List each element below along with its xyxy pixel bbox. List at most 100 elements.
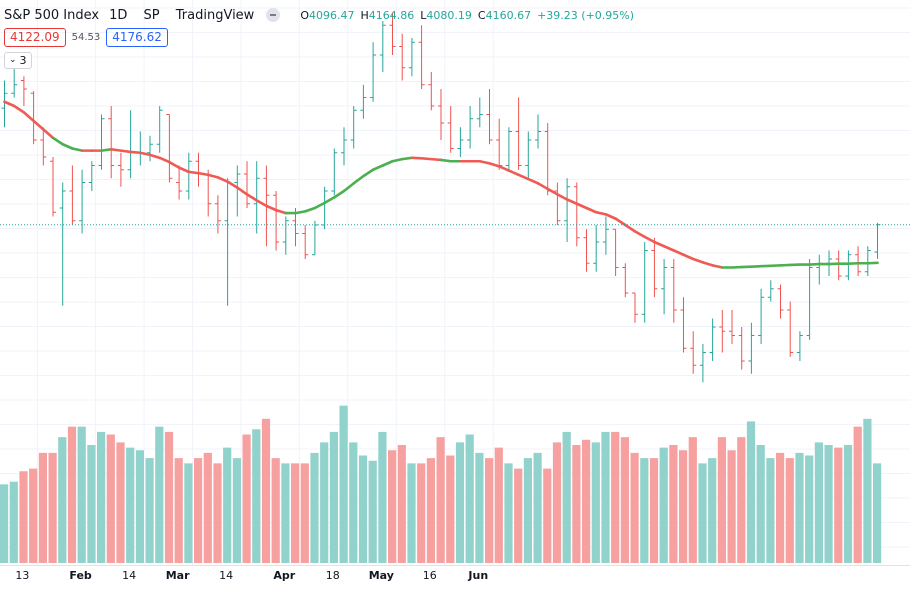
- moving-average-segment: [363, 170, 373, 176]
- moving-average-segment: [606, 214, 616, 218]
- moving-average-segment: [538, 183, 548, 189]
- volume-bar: [766, 458, 774, 563]
- volume-bar: [194, 458, 202, 563]
- time-axis-label: May: [369, 569, 394, 582]
- moving-average-segment: [596, 212, 606, 214]
- volume-bar: [466, 435, 474, 563]
- moving-average-segment: [490, 163, 500, 166]
- volume-bar: [107, 435, 115, 563]
- volume-bar: [747, 421, 755, 563]
- moving-average-segment: [237, 188, 247, 195]
- volume-bar: [660, 448, 668, 563]
- time-axis-label: 16: [423, 569, 437, 582]
- volume-bar: [29, 469, 37, 563]
- moving-average-segment: [111, 149, 121, 150]
- symbol-title[interactable]: S&P 500 Index: [4, 8, 99, 23]
- volume-bar: [184, 463, 192, 563]
- volume-bar: [553, 442, 561, 563]
- volume-bar: [757, 445, 765, 563]
- volume-bar: [320, 442, 328, 563]
- moving-average-segment: [208, 175, 218, 178]
- volume-bar: [563, 432, 571, 563]
- moving-average-segment: [383, 161, 393, 165]
- moving-average-segment: [72, 149, 82, 151]
- volume-bar: [689, 437, 697, 563]
- moving-average-segment: [557, 194, 567, 199]
- volume-bar: [330, 432, 338, 563]
- moving-average-segment: [393, 159, 403, 161]
- moving-average-segment: [334, 191, 344, 197]
- volume-bar: [58, 437, 66, 563]
- volume-bar: [126, 448, 134, 563]
- time-axis-label: 14: [219, 569, 233, 582]
- indicator-value-a: 4122.09: [4, 28, 66, 47]
- volume-bar: [873, 463, 881, 563]
- high-key: H: [360, 9, 368, 22]
- volume-bar: [825, 445, 833, 563]
- volume-bar: [815, 442, 823, 563]
- volume-bar: [155, 427, 163, 563]
- moving-average-segment: [121, 151, 131, 152]
- high-value: 4164.86: [369, 9, 415, 22]
- volume-bar: [378, 432, 386, 563]
- minus-icon[interactable]: [266, 8, 280, 22]
- interval-separator: [133, 8, 137, 23]
- moving-average-segment: [587, 208, 597, 212]
- indicator-value-b: 4176.62: [106, 28, 168, 47]
- volume-bar: [252, 429, 260, 563]
- indicators-collapse-button[interactable]: ⌄ 3: [4, 52, 32, 69]
- volume-bar: [262, 419, 270, 563]
- open-value: 4096.47: [309, 9, 355, 22]
- volume-bar: [524, 458, 532, 563]
- moving-average-segment: [499, 166, 509, 170]
- volume-bar: [175, 458, 183, 563]
- moving-average-segment: [519, 175, 529, 179]
- indicator-values: 4122.09 54.53 4176.62: [4, 28, 168, 47]
- volume-bar: [534, 453, 542, 563]
- volume-bar: [698, 463, 706, 563]
- moving-average-segment: [693, 259, 703, 262]
- volume-bar: [146, 458, 154, 563]
- volume-bar: [116, 442, 124, 563]
- moving-average-segment: [5, 102, 15, 106]
- open-key: O: [300, 9, 309, 22]
- volume-bar: [795, 453, 803, 563]
- moving-average-segment: [548, 189, 558, 195]
- interval-label[interactable]: 1D: [109, 8, 127, 23]
- price-chart[interactable]: [0, 0, 910, 565]
- volume-bar: [786, 458, 794, 563]
- volume-bar: [582, 440, 590, 563]
- source-label: TradingView: [176, 8, 255, 23]
- volume-bar: [223, 448, 231, 563]
- moving-average-segment: [713, 265, 723, 267]
- moving-average-segment: [509, 171, 519, 175]
- moving-average-segment: [645, 237, 655, 242]
- exchange-label: SP: [144, 8, 160, 23]
- volume-bar: [854, 427, 862, 563]
- volume-bar: [19, 471, 27, 563]
- volume-bar: [708, 458, 716, 563]
- volume-bar: [39, 453, 47, 563]
- moving-average-segment: [199, 173, 209, 175]
- volume-bar: [834, 448, 842, 563]
- volume-bar: [165, 432, 173, 563]
- moving-average-segment: [422, 158, 432, 159]
- moving-average-segment: [63, 144, 73, 148]
- volume-bar: [543, 469, 551, 563]
- moving-average-segment: [344, 183, 354, 191]
- volume-bar: [485, 458, 493, 563]
- volume-bar: [359, 455, 367, 563]
- moving-average-segment: [616, 219, 626, 225]
- moving-average-segment: [296, 211, 306, 213]
- volume-bar: [631, 453, 639, 563]
- time-axis-label: Mar: [166, 569, 190, 582]
- moving-average-segment: [654, 242, 664, 246]
- volume-bar: [0, 484, 8, 563]
- volume-bar: [213, 463, 221, 563]
- moving-average-segment: [305, 208, 315, 211]
- volume-bar: [456, 442, 464, 563]
- moving-average-segment: [703, 262, 713, 265]
- volume-bar: [310, 453, 318, 563]
